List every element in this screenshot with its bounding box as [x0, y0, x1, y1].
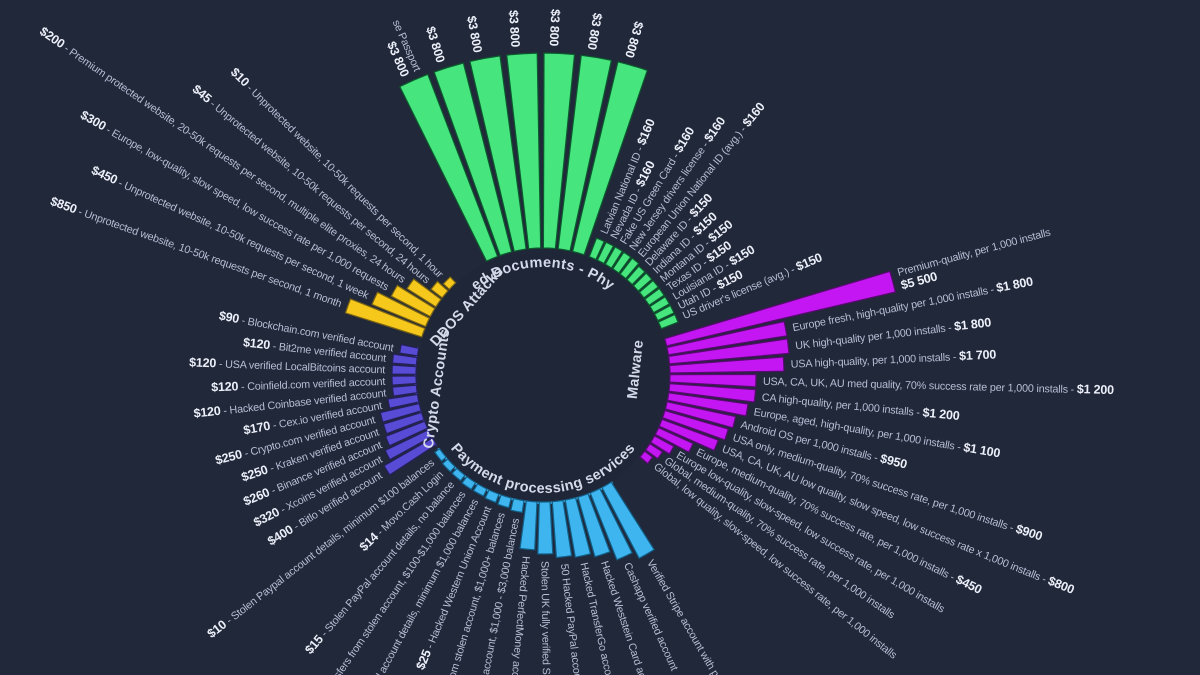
bar-forged-passports-0	[398, 73, 499, 263]
item-label: $3 800	[547, 9, 563, 47]
bar-forged-ids-5	[626, 265, 646, 286]
bar-malware-1	[666, 320, 788, 356]
bar-forged-ids-11	[657, 313, 679, 330]
bar-malware-4	[669, 373, 757, 388]
bar-ddos-1	[371, 291, 431, 328]
bar-payment-11	[461, 475, 477, 491]
bar-forged-ids-4	[619, 257, 640, 280]
bar-payment-6	[519, 500, 538, 551]
bar-malware-10	[654, 426, 694, 454]
bar-forged-ids-0	[588, 237, 606, 261]
bar-forged-ids-10	[653, 304, 675, 322]
item-label: $3 800	[585, 12, 605, 51]
bar-malware-7	[664, 401, 737, 429]
bar-crypto-5	[387, 393, 420, 409]
bar-ddos-3	[406, 278, 442, 308]
bar-forged-passports-3	[506, 52, 542, 250]
bar-payment-9	[484, 489, 500, 504]
bar-ddos-5	[442, 276, 457, 291]
bar-malware-0	[663, 270, 897, 347]
bar-payment-1	[589, 487, 633, 561]
bar-payment-4	[551, 499, 573, 559]
bar-ddos-4	[430, 280, 449, 299]
bar-crypto-6	[391, 384, 418, 397]
bar-crypto-4	[379, 402, 422, 423]
bar-crypto-2	[384, 420, 429, 447]
bar-malware-8	[661, 409, 730, 441]
bar-crypto-3	[382, 411, 425, 435]
item-label: Stolen UK fully verified Skrill account	[538, 561, 552, 675]
bar-payment-10	[472, 483, 488, 497]
bar-payment-14	[433, 447, 448, 462]
bar-payment-12	[451, 467, 466, 482]
bar-crypto-7	[391, 375, 417, 386]
bar-crypto-9	[391, 353, 418, 366]
bar-malware-3	[668, 356, 785, 374]
bar-malware-5	[668, 383, 757, 403]
bar-forged-ids-2	[604, 246, 624, 269]
bar-crypto-0	[383, 437, 438, 476]
bar-payment-5	[537, 501, 554, 555]
bar-forged-passports-1	[433, 62, 513, 257]
item-label: $3 800	[464, 15, 484, 54]
bar-forged-ids-7	[638, 279, 660, 299]
bar-payment-7	[510, 497, 525, 514]
bar-crypto-1	[384, 428, 433, 461]
bar-forged-ids-8	[644, 287, 665, 307]
bar-payment-13	[441, 458, 456, 473]
bar-crypto-8	[391, 364, 417, 375]
bar-ddos-2	[390, 284, 436, 318]
bar-forged-ids-1	[596, 241, 615, 265]
bar-malware-12	[644, 442, 664, 460]
bar-forged-passports-5	[557, 54, 613, 252]
category-label-4: Malware	[625, 339, 647, 400]
bar-forged-ids-3	[611, 251, 632, 274]
bar-payment-3	[564, 496, 592, 558]
bar-malware-13	[639, 450, 654, 465]
inner-circle	[417, 249, 669, 501]
bar-ddos-0	[344, 298, 426, 338]
bar-forged-ids-6	[632, 272, 653, 292]
bar-payment-0	[601, 481, 655, 560]
item-label: $120 - Coinfield.com verified account	[211, 374, 386, 394]
bar-malware-11	[649, 434, 675, 455]
bar-forged-passports-4	[542, 52, 576, 250]
bar-forged-ids-9	[649, 295, 671, 314]
bar-malware-9	[658, 418, 720, 452]
item-label: $3 800	[506, 10, 522, 48]
bar-forged-passports-6	[571, 61, 649, 256]
bar-crypto-10	[399, 343, 420, 357]
bar-malware-2	[667, 338, 790, 365]
bar-payment-2	[577, 493, 611, 558]
bar-payment-8	[497, 494, 513, 509]
bar-malware-6	[666, 392, 749, 417]
bar-forged-passports-2	[469, 55, 527, 253]
